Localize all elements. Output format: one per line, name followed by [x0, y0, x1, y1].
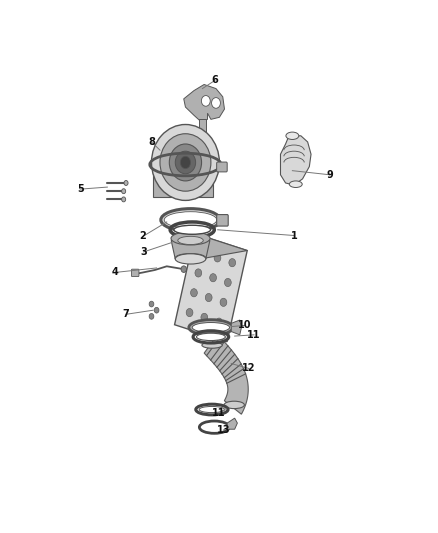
- Ellipse shape: [175, 254, 206, 263]
- Text: 11: 11: [247, 330, 261, 340]
- Circle shape: [122, 197, 126, 202]
- Text: 1: 1: [291, 230, 297, 240]
- Circle shape: [186, 309, 193, 317]
- Ellipse shape: [178, 236, 203, 245]
- Polygon shape: [176, 233, 247, 258]
- Ellipse shape: [197, 333, 225, 341]
- Text: 13: 13: [217, 425, 230, 435]
- Ellipse shape: [161, 208, 220, 231]
- Polygon shape: [280, 136, 311, 185]
- Circle shape: [229, 259, 236, 267]
- Text: 10: 10: [238, 320, 251, 330]
- Circle shape: [199, 249, 206, 257]
- Ellipse shape: [192, 322, 230, 333]
- Text: 7: 7: [123, 309, 129, 319]
- Polygon shape: [231, 320, 241, 335]
- FancyBboxPatch shape: [217, 162, 227, 172]
- Ellipse shape: [160, 134, 211, 191]
- Circle shape: [124, 181, 128, 185]
- Text: 12: 12: [242, 364, 256, 374]
- Ellipse shape: [164, 212, 217, 228]
- Circle shape: [154, 308, 159, 313]
- Circle shape: [224, 278, 231, 287]
- Circle shape: [149, 301, 154, 307]
- Text: 4: 4: [112, 268, 119, 278]
- Ellipse shape: [202, 342, 223, 348]
- Ellipse shape: [175, 254, 206, 264]
- Text: 6: 6: [212, 75, 219, 85]
- FancyBboxPatch shape: [131, 269, 139, 277]
- Polygon shape: [175, 233, 247, 342]
- Polygon shape: [199, 119, 206, 132]
- Circle shape: [181, 266, 187, 272]
- Circle shape: [214, 254, 221, 262]
- Polygon shape: [153, 166, 212, 197]
- Text: 2: 2: [140, 231, 146, 241]
- Circle shape: [201, 313, 208, 321]
- Circle shape: [180, 156, 191, 168]
- Circle shape: [195, 269, 202, 277]
- Ellipse shape: [199, 407, 225, 413]
- Circle shape: [149, 313, 154, 319]
- Ellipse shape: [152, 125, 219, 200]
- Ellipse shape: [286, 132, 299, 140]
- Circle shape: [215, 318, 223, 326]
- Polygon shape: [184, 84, 224, 122]
- Polygon shape: [227, 418, 237, 429]
- Circle shape: [210, 273, 216, 282]
- Ellipse shape: [171, 232, 210, 245]
- Ellipse shape: [174, 225, 211, 235]
- Circle shape: [201, 95, 210, 106]
- Circle shape: [220, 298, 227, 306]
- Ellipse shape: [224, 401, 244, 409]
- Circle shape: [212, 98, 220, 108]
- Text: 8: 8: [148, 137, 155, 147]
- Ellipse shape: [189, 320, 233, 335]
- Circle shape: [191, 289, 198, 297]
- Text: 11: 11: [212, 408, 225, 418]
- Ellipse shape: [170, 144, 201, 181]
- Text: 5: 5: [77, 184, 84, 194]
- Text: 9: 9: [326, 170, 333, 180]
- Ellipse shape: [175, 151, 196, 174]
- Ellipse shape: [290, 181, 302, 188]
- Circle shape: [122, 189, 126, 193]
- Polygon shape: [204, 335, 248, 414]
- FancyBboxPatch shape: [217, 215, 228, 226]
- Polygon shape: [171, 240, 210, 259]
- Circle shape: [205, 294, 212, 302]
- Text: 3: 3: [140, 247, 147, 257]
